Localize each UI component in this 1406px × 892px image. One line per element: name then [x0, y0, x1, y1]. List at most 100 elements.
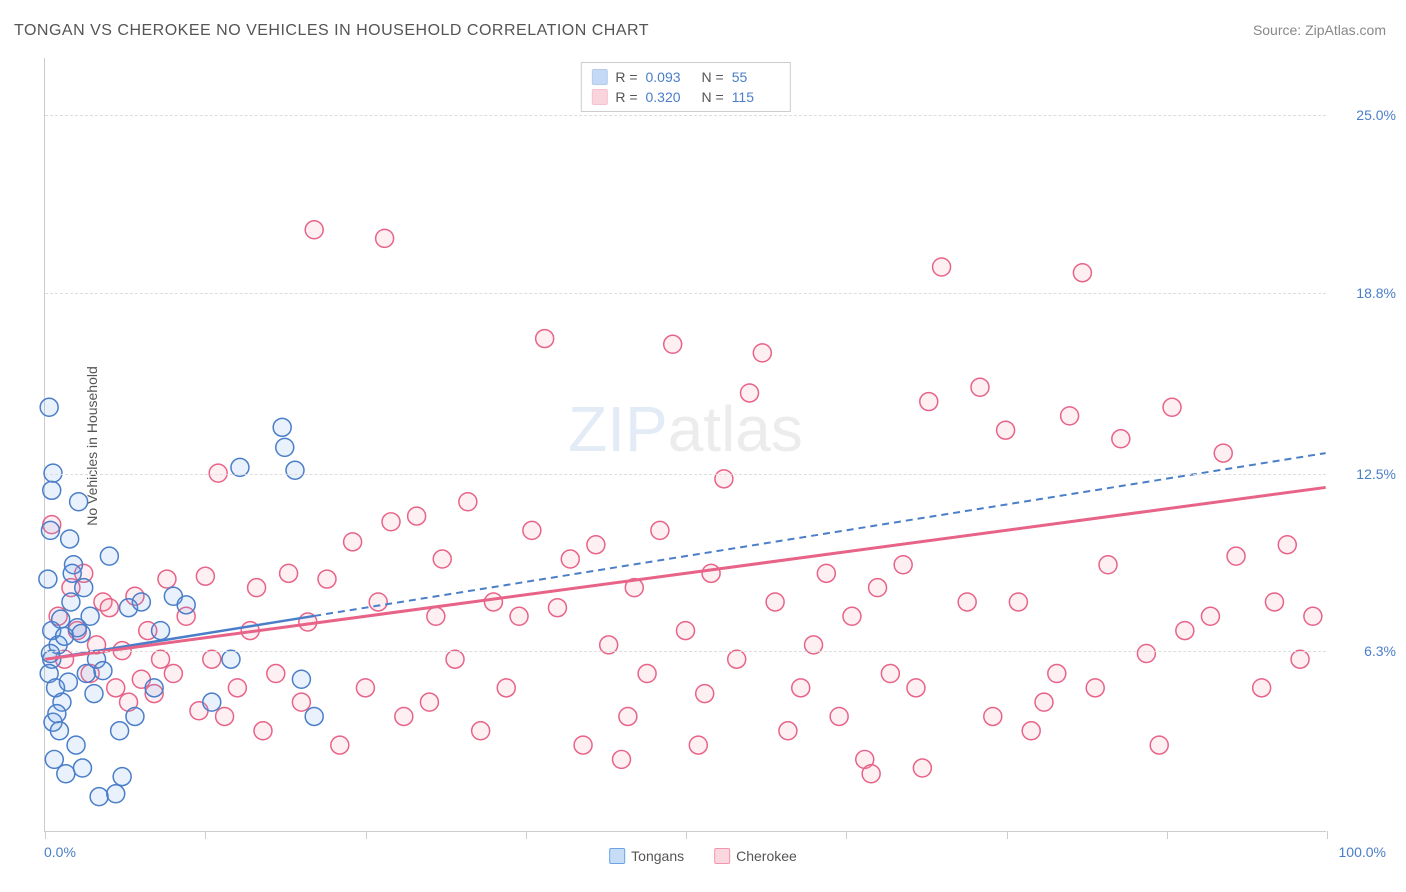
y-tick-label: 12.5% — [1356, 466, 1396, 482]
data-point — [997, 421, 1015, 439]
data-point — [484, 593, 502, 611]
data-point — [696, 685, 714, 703]
data-point — [766, 593, 784, 611]
data-point — [107, 785, 125, 803]
data-point — [920, 393, 938, 411]
data-point — [830, 707, 848, 725]
data-point — [43, 481, 61, 499]
data-point — [881, 665, 899, 683]
data-point — [62, 593, 80, 611]
legend-item: Cherokee — [714, 848, 797, 864]
stat-n-value: 55 — [732, 69, 780, 85]
data-point — [1278, 536, 1296, 554]
data-point — [548, 599, 566, 617]
data-point — [61, 530, 79, 548]
source-label: Source: ZipAtlas.com — [1253, 22, 1386, 38]
data-point — [420, 693, 438, 711]
data-point — [408, 507, 426, 525]
data-point — [344, 533, 362, 551]
data-point — [356, 679, 374, 697]
data-point — [1035, 693, 1053, 711]
data-point — [132, 593, 150, 611]
data-point — [536, 330, 554, 348]
legend-swatch — [591, 89, 607, 105]
stat-r-value: 0.320 — [646, 89, 694, 105]
y-tick-label: 25.0% — [1356, 107, 1396, 123]
data-point — [984, 707, 1002, 725]
data-point — [1073, 264, 1091, 282]
data-point — [1253, 679, 1271, 697]
data-point — [779, 722, 797, 740]
data-point — [561, 550, 579, 568]
stats-legend-row: R =0.320N =115 — [591, 87, 779, 107]
data-point — [958, 593, 976, 611]
data-point — [862, 765, 880, 783]
legend-label: Cherokee — [736, 848, 797, 864]
data-point — [67, 736, 85, 754]
data-point — [203, 693, 221, 711]
plot-area: ZIPatlas R =0.093N =55R =0.320N =115 6.3… — [44, 58, 1326, 832]
data-point — [869, 579, 887, 597]
data-point — [715, 470, 733, 488]
data-point — [689, 736, 707, 754]
data-point — [40, 398, 58, 416]
data-point — [276, 438, 294, 456]
data-point — [267, 665, 285, 683]
legend-item: Tongans — [609, 848, 684, 864]
data-point — [677, 622, 695, 640]
data-point — [1137, 645, 1155, 663]
data-point — [292, 670, 310, 688]
data-point — [427, 607, 445, 625]
data-point — [612, 750, 630, 768]
y-tick-label: 18.8% — [1356, 285, 1396, 301]
data-point — [433, 550, 451, 568]
x-tick — [205, 831, 206, 839]
grid-line — [45, 474, 1326, 475]
data-point — [907, 679, 925, 697]
data-point — [145, 679, 163, 697]
data-point — [331, 736, 349, 754]
data-point — [587, 536, 605, 554]
data-point — [318, 570, 336, 588]
data-point — [472, 722, 490, 740]
grid-line — [45, 293, 1326, 294]
data-point — [50, 722, 68, 740]
grid-line — [45, 651, 1326, 652]
data-point — [792, 679, 810, 697]
data-point — [382, 513, 400, 531]
data-point — [39, 570, 57, 588]
data-point — [1163, 398, 1181, 416]
stat-n-label: N = — [702, 89, 724, 105]
data-point — [100, 599, 118, 617]
data-point — [1304, 607, 1322, 625]
grid-line — [45, 115, 1326, 116]
data-point — [41, 521, 59, 539]
data-point — [395, 707, 413, 725]
data-point — [216, 707, 234, 725]
data-point — [113, 768, 131, 786]
chart-container: TONGAN VS CHEROKEE NO VEHICLES IN HOUSEH… — [0, 0, 1406, 892]
data-point — [913, 759, 931, 777]
data-point — [574, 736, 592, 754]
data-point — [497, 679, 515, 697]
data-point — [254, 722, 272, 740]
data-point — [1201, 607, 1219, 625]
data-point — [843, 607, 861, 625]
data-point — [57, 765, 75, 783]
data-point — [817, 564, 835, 582]
data-point — [48, 705, 66, 723]
stat-r-label: R = — [615, 69, 637, 85]
data-point — [1061, 407, 1079, 425]
data-point — [971, 378, 989, 396]
stat-r-label: R = — [615, 89, 637, 105]
y-tick-label: 6.3% — [1364, 643, 1396, 659]
data-point — [376, 229, 394, 247]
data-point — [1291, 650, 1309, 668]
data-point — [70, 493, 88, 511]
data-point — [1009, 593, 1027, 611]
data-point — [1214, 444, 1232, 462]
data-point — [702, 564, 720, 582]
legend-swatch — [714, 848, 730, 864]
x-tick — [686, 831, 687, 839]
data-point — [73, 759, 91, 777]
